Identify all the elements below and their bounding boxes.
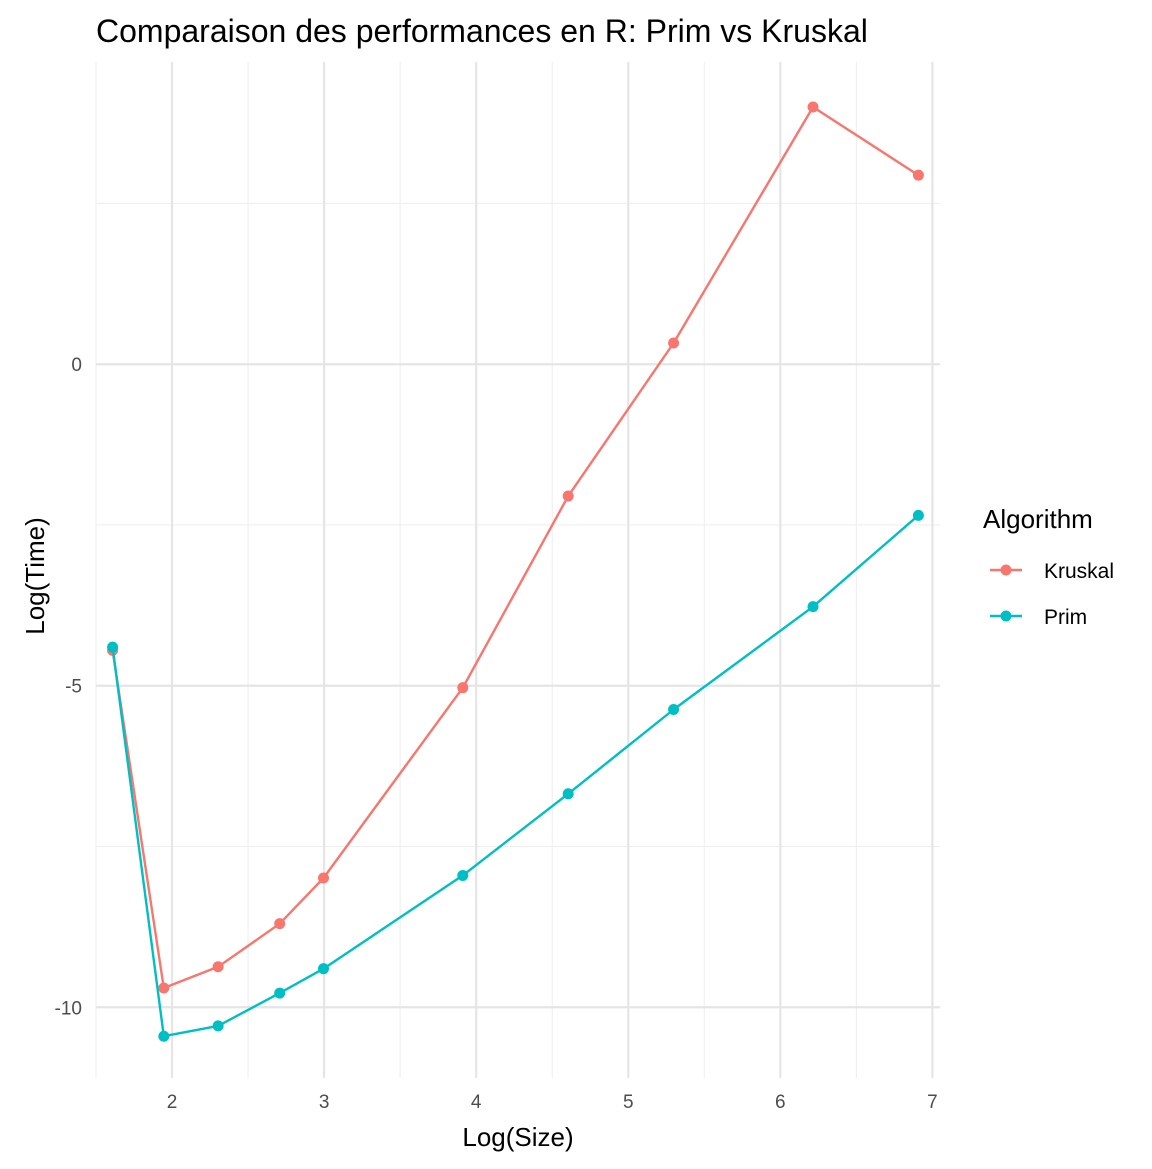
legend-item-kruskal: Kruskal	[990, 560, 1114, 583]
data-point-prim	[212, 1020, 224, 1032]
data-point-prim	[668, 704, 680, 716]
legend-title: Algorithm	[983, 504, 1093, 534]
data-point-prim	[274, 987, 286, 999]
y-tick-label: -10	[55, 998, 82, 1019]
data-point-kruskal	[158, 982, 170, 994]
series-prim	[107, 509, 924, 1042]
legend-label-kruskal: Kruskal	[1044, 560, 1114, 583]
legend: Algorithm Kruskal Prim	[983, 504, 1114, 629]
legend-label-prim: Prim	[1044, 606, 1087, 629]
data-point-kruskal	[212, 961, 224, 973]
data-point-kruskal	[562, 490, 574, 502]
legend-marker-prim	[1000, 610, 1012, 622]
x-axis-title: Log(Size)	[462, 1122, 573, 1152]
data-point-kruskal	[274, 918, 286, 930]
data-point-prim	[158, 1030, 170, 1042]
data-point-kruskal	[457, 682, 469, 694]
data-point-prim	[107, 641, 119, 653]
legend-marker-kruskal	[1000, 564, 1012, 576]
data-point-prim	[457, 869, 469, 881]
data-point-kruskal	[668, 337, 680, 349]
x-tick-label: 6	[775, 1092, 786, 1113]
series-kruskal	[107, 101, 924, 994]
y-tick-label: -5	[65, 677, 82, 698]
data-point-prim	[562, 788, 574, 800]
data-point-prim	[807, 601, 819, 613]
series-line-prim	[111, 514, 920, 1038]
x-tick-label: 7	[927, 1092, 938, 1113]
x-tick-label: 3	[319, 1092, 330, 1113]
y-axis-title: Log(Time)	[20, 517, 50, 635]
x-tick-label: 5	[623, 1092, 634, 1113]
y-tick-label: 0	[71, 355, 82, 376]
axis-labels: 2 3 4 5 6 7 -10 -5 0	[55, 355, 938, 1113]
data-point-kruskal	[807, 101, 819, 113]
chart-title: Comparaison des performances en R: Prim …	[96, 13, 868, 49]
data-point-prim	[317, 963, 329, 975]
legend-items: Kruskal Prim	[990, 560, 1114, 629]
series-group	[107, 101, 924, 1042]
data-point-kruskal	[912, 169, 924, 181]
series-line-kruskal	[111, 105, 920, 990]
grid-lines	[95, 62, 940, 1078]
legend-item-prim: Prim	[990, 606, 1087, 629]
data-point-kruskal	[317, 872, 329, 884]
data-point-prim	[912, 509, 924, 521]
x-tick-label: 2	[167, 1092, 178, 1113]
x-tick-label: 4	[471, 1092, 482, 1113]
